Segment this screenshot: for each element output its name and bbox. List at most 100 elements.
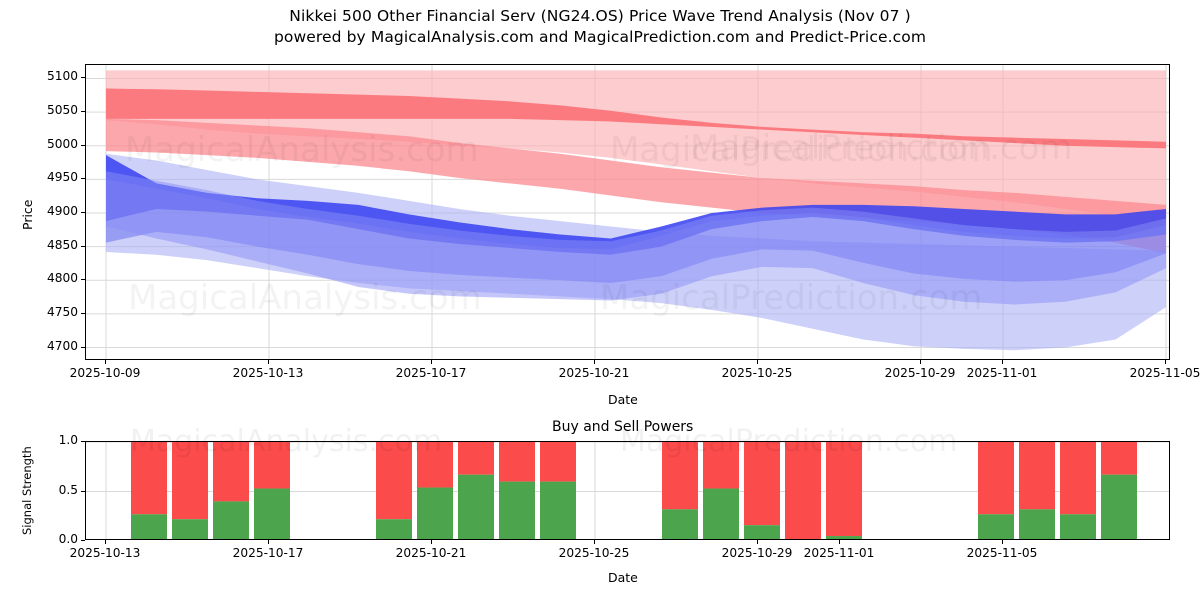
power-bar-sell bbox=[254, 442, 290, 489]
power-y-axis-label: Signal Strength bbox=[20, 446, 34, 535]
title-line-1: Nikkei 500 Other Financial Serv (NG24.OS… bbox=[289, 7, 911, 25]
power-bar-buy bbox=[662, 509, 698, 539]
price-x-axis-label: Date bbox=[608, 392, 638, 407]
power-bar-buy bbox=[499, 481, 535, 539]
power-y-tick-1: 1.0 bbox=[58, 433, 78, 447]
power-bar-sell bbox=[213, 442, 249, 502]
power-x-tick-mark bbox=[594, 540, 595, 544]
power-bar-buy bbox=[417, 487, 453, 539]
price-x-tick-2025-10-17: 2025-10-17 bbox=[395, 366, 467, 380]
price-y-tick-mark bbox=[81, 279, 85, 281]
power-x-tick-mark bbox=[268, 540, 269, 544]
power-bar-buy bbox=[826, 536, 862, 539]
price-y-tick-mark bbox=[81, 312, 85, 314]
power-bar-buy bbox=[540, 481, 576, 539]
price-y-tick-mark bbox=[81, 245, 85, 247]
power-bar-sell bbox=[978, 442, 1014, 515]
price-x-tick-mark bbox=[594, 360, 595, 364]
power-bar-buy bbox=[1101, 474, 1137, 539]
power-x-tick-mark bbox=[105, 540, 106, 544]
price-band-bear-band-inner bbox=[106, 171, 1166, 305]
power-bar-buy bbox=[172, 519, 208, 539]
price-y-axis-label: Price bbox=[20, 199, 35, 231]
price-x-tick-2025-11-05: 2025-11-05 bbox=[1129, 366, 1200, 380]
price-y-tick-4700: 4700 bbox=[46, 338, 78, 353]
power-bar-sell bbox=[662, 442, 698, 510]
power-x-tick-2025-10-21: 2025-10-21 bbox=[395, 546, 467, 560]
price-x-tick-2025-11-01: 2025-11-01 bbox=[966, 366, 1038, 380]
price-x-tick-2025-10-25: 2025-10-25 bbox=[721, 366, 793, 380]
power-bar-buy bbox=[744, 525, 780, 539]
power-bar-sell bbox=[703, 442, 739, 489]
power-x-tick-2025-10-17: 2025-10-17 bbox=[232, 546, 304, 560]
power-y-tick-0.5: 0.5 bbox=[58, 482, 78, 497]
power-bar-buy bbox=[703, 488, 739, 539]
price-y-tick-4800: 4800 bbox=[46, 271, 78, 286]
price-x-tick-2025-10-13: 2025-10-13 bbox=[232, 366, 304, 380]
power-bar-sell bbox=[458, 442, 494, 475]
power-x-tick-2025-10-29: 2025-10-29 bbox=[721, 546, 793, 560]
power-x-tick-mark bbox=[757, 540, 758, 544]
price-y-tick-mark bbox=[81, 212, 85, 213]
power-bar-buy bbox=[254, 488, 290, 539]
power-bar-sell bbox=[172, 442, 208, 520]
power-bar-buy bbox=[1019, 509, 1055, 539]
power-bar-sell bbox=[540, 442, 576, 482]
power-bar-sell bbox=[1101, 442, 1137, 475]
chart-title-block: Nikkei 500 Other Financial Serv (NG24.OS… bbox=[0, 6, 1200, 48]
price-x-tick-2025-10-09: 2025-10-09 bbox=[69, 366, 141, 380]
power-x-tick-2025-11-05: 2025-11-05 bbox=[966, 546, 1038, 560]
power-bar-sell bbox=[417, 442, 453, 488]
power-bar-buy bbox=[1060, 514, 1096, 539]
price-x-tick-mark bbox=[1002, 360, 1003, 364]
power-bar-buy bbox=[458, 474, 494, 539]
power-x-tick-2025-10-13: 2025-10-13 bbox=[69, 546, 141, 560]
price-wave-svg bbox=[86, 65, 1169, 359]
price-y-tick-5050: 5050 bbox=[46, 103, 78, 118]
power-x-tick-mark bbox=[431, 540, 432, 544]
power-y-tick-mark bbox=[81, 441, 85, 442]
power-bar-sell bbox=[1019, 442, 1055, 510]
power-x-tick-mark bbox=[1002, 540, 1003, 544]
buy-sell-powers-plot bbox=[85, 441, 1170, 540]
title-line-2: powered by MagicalAnalysis.com and Magic… bbox=[273, 28, 927, 46]
price-y-tick-5100: 5100 bbox=[46, 69, 78, 84]
power-bar-sell bbox=[744, 442, 780, 526]
price-y-tick-mark bbox=[81, 77, 85, 79]
price-x-tick-mark bbox=[105, 360, 106, 364]
price-x-tick-mark bbox=[431, 360, 432, 364]
price-y-tick-mark bbox=[81, 144, 85, 146]
price-x-tick-2025-10-29: 2025-10-29 bbox=[884, 366, 956, 380]
power-bar-buy bbox=[978, 514, 1014, 539]
power-y-tick-0: 0.0 bbox=[58, 532, 78, 546]
price-x-tick-mark bbox=[920, 360, 921, 364]
power-bar-buy bbox=[213, 501, 249, 539]
price-y-tick-4950: 4950 bbox=[46, 170, 78, 185]
power-y-tick-mark bbox=[81, 490, 85, 492]
price-y-tick-5000: 5000 bbox=[46, 136, 78, 151]
power-x-tick-mark bbox=[839, 540, 840, 544]
power-x-tick-2025-11-01: 2025-11-01 bbox=[803, 546, 875, 560]
price-y-tick-mark bbox=[81, 346, 85, 348]
price-x-tick-mark bbox=[1165, 360, 1166, 364]
power-y-tick-mark bbox=[81, 540, 85, 541]
price-x-tick-mark bbox=[268, 360, 269, 364]
price-wave-plot bbox=[85, 64, 1170, 360]
price-y-tick-4900: 4900 bbox=[46, 204, 78, 218]
buy-sell-powers-svg bbox=[86, 442, 1169, 539]
price-y-tick-4750: 4750 bbox=[46, 304, 78, 319]
power-bar-sell bbox=[131, 442, 167, 515]
price-band-bull-band-core bbox=[106, 88, 1166, 149]
price-y-tick-mark bbox=[81, 178, 85, 180]
price-y-tick-4850: 4850 bbox=[46, 237, 78, 252]
power-bar-sell bbox=[499, 442, 535, 482]
power-bar-sell bbox=[1060, 442, 1096, 515]
power-x-axis-label: Date bbox=[608, 570, 638, 585]
power-bar-sell bbox=[785, 442, 821, 539]
power-bar-sell bbox=[376, 442, 412, 520]
power-bar-sell bbox=[826, 442, 862, 537]
price-y-tick-mark bbox=[81, 111, 85, 113]
price-x-tick-mark bbox=[757, 360, 758, 364]
price-x-tick-2025-10-21: 2025-10-21 bbox=[558, 366, 630, 380]
power-bar-buy bbox=[131, 514, 167, 539]
